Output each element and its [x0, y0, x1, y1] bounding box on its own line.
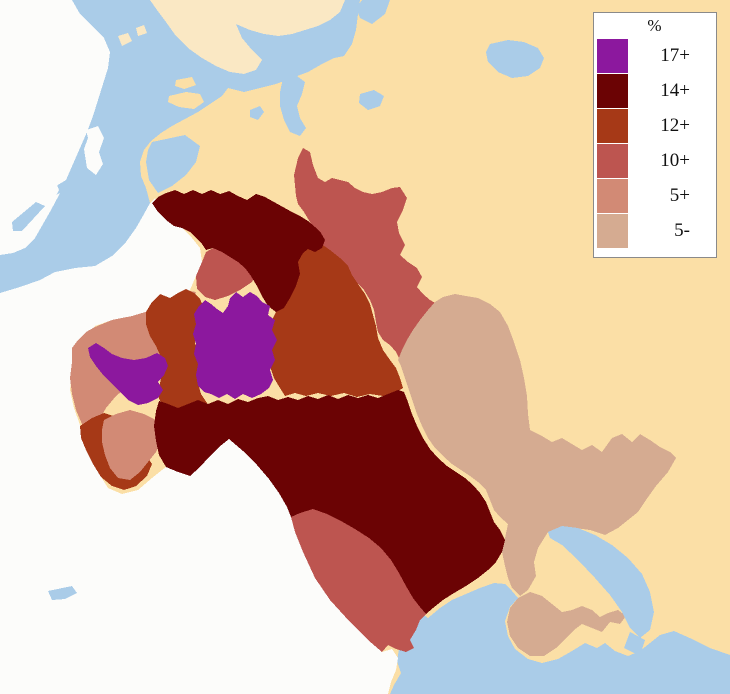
region-darkred-south	[154, 390, 505, 614]
hiiumaa-island	[175, 77, 196, 89]
lake-dot	[250, 106, 264, 120]
aland-island-1	[118, 33, 132, 46]
legend-swatch-14plus	[597, 74, 628, 108]
region-tan-peninsula	[507, 592, 626, 656]
region-salmon-south	[102, 410, 164, 480]
legend-label-12plus: 12+	[660, 115, 690, 136]
legend-row: 14+	[594, 74, 716, 108]
lake-large-northeast	[486, 40, 544, 78]
region-rose-northeast	[294, 148, 450, 363]
central-europe-landmass	[0, 198, 398, 694]
lake-elongated	[280, 76, 306, 136]
region-tan-east	[398, 294, 676, 596]
saaremaa-island	[168, 92, 204, 109]
region-purple-central	[193, 292, 277, 399]
legend-row: 10+	[594, 144, 716, 178]
legend-row: 5-	[594, 214, 716, 248]
legend-title: %	[647, 16, 663, 35]
legend-row: 5+	[594, 179, 716, 213]
legend-row: 17+	[594, 39, 716, 73]
region-darkred-north	[152, 190, 325, 312]
legend-label-10plus: 10+	[660, 150, 690, 171]
map-legend: % 17+ 14+ 12+ 10+ 5+ 5-	[593, 12, 717, 258]
gulf-inlet	[146, 135, 200, 193]
lake-vanern	[12, 202, 45, 231]
legend-swatch-12plus	[597, 109, 628, 143]
lake-small-east	[359, 90, 384, 110]
gotland-island	[84, 126, 104, 175]
legend-row: 12+	[594, 109, 716, 143]
sea-inlet-southeast	[548, 526, 654, 638]
legend-swatch-17plus	[597, 39, 628, 73]
finland	[150, 0, 345, 74]
legend-label-17plus: 17+	[660, 45, 690, 66]
lake-top-notch	[356, 0, 390, 24]
legend-swatch-5minus	[597, 214, 628, 248]
region-rose-south	[291, 509, 426, 652]
region-brown-center	[267, 243, 403, 397]
aland-island-2	[136, 25, 147, 36]
legend-label-5minus: 5-	[674, 220, 690, 241]
region-purple-west	[88, 343, 168, 405]
lake-southwest	[48, 586, 77, 600]
scandinavia-landmass	[0, 0, 110, 255]
strait	[624, 632, 645, 656]
legend-label-5plus: 5+	[669, 185, 690, 206]
legend-swatch-5plus	[597, 179, 628, 213]
oland-island	[43, 180, 59, 208]
legend-label-14plus: 14+	[660, 80, 690, 101]
legend-swatch-10plus	[597, 144, 628, 178]
